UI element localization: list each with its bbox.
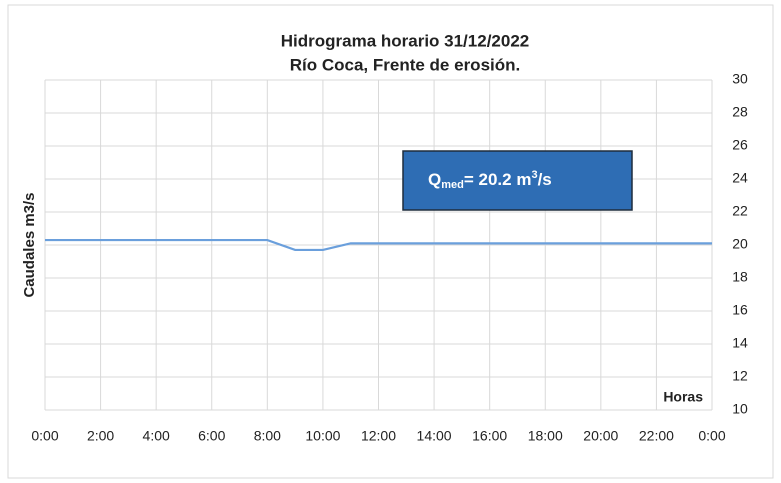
data-line (45, 238, 712, 252)
annotation-sub: med (441, 179, 464, 191)
y-tick-label: 28 (732, 104, 748, 120)
x-tick-label: 10:00 (305, 428, 340, 444)
annotation-unit: /s (538, 170, 552, 189)
x-tick-label: 12:00 (361, 428, 396, 444)
x-tick-label: 22:00 (639, 428, 674, 444)
x-tick-label: 0:00 (698, 428, 725, 444)
y-tick-label: 22 (732, 203, 748, 219)
y-tick-label: 12 (732, 368, 748, 384)
chart-title: Hidrograma horario 31/12/2022 (281, 31, 530, 50)
annotation-q: Q (428, 170, 441, 189)
annotation-box (402, 150, 633, 211)
annotation-text: = 20.2 m (464, 170, 532, 189)
y-tick-label: 14 (732, 335, 748, 351)
y-tick-label: 26 (732, 137, 748, 153)
x-tick-label: 0:00 (31, 428, 58, 444)
plot: 10 12 14 16 18 20 22 24 26 28 30 0:00 2:00 4:00 6:00 8:… (31, 71, 748, 444)
annotation: Qmed= 20.2 m3/s (428, 169, 552, 191)
x-tick-label: 2:00 (87, 428, 114, 444)
y-tick-label: 18 (732, 269, 748, 285)
y-tick-label: 24 (732, 170, 748, 186)
y-tick-label: 20 (732, 236, 748, 252)
x-tick-label: 8:00 (254, 428, 281, 444)
annotation-sup: 3 (531, 169, 537, 181)
y-tick-label: 30 (732, 71, 748, 87)
chart-subtitle: Río Coca, Frente de erosión. (290, 55, 521, 74)
x-tick-label: 14:00 (417, 428, 452, 444)
y-tick-label: 10 (732, 401, 748, 417)
x-tick-label: 16:00 (472, 428, 507, 444)
x-axis-label: Horas (663, 389, 703, 405)
x-tick-label: 6:00 (198, 428, 225, 444)
y-axis-label: Caudales m3/s (21, 192, 38, 297)
y-tick-label: 16 (732, 302, 748, 318)
x-tick-label: 18:00 (528, 428, 563, 444)
chart-frame (7, 4, 774, 479)
x-tick-label: 20:00 (583, 428, 618, 444)
x-tick-label: 4:00 (143, 428, 170, 444)
